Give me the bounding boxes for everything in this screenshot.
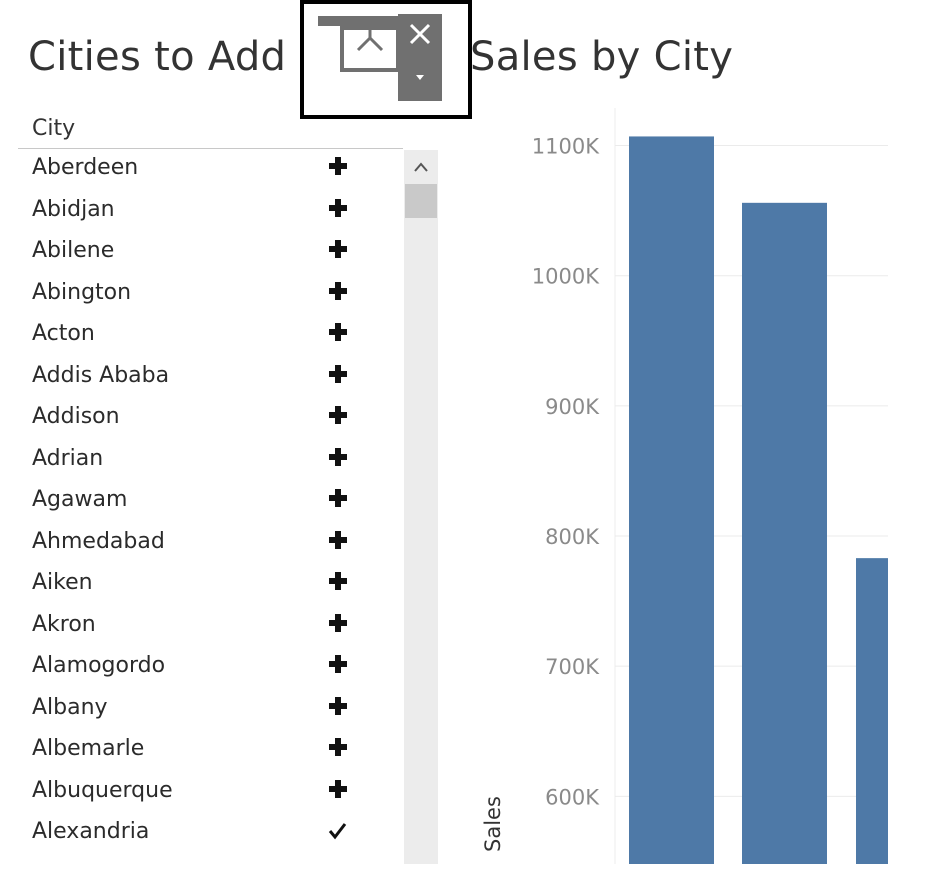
city-name: Aberdeen <box>32 155 139 180</box>
add-city-button[interactable] <box>327 321 349 343</box>
scroll-up-button[interactable] <box>404 150 438 184</box>
city-row[interactable]: Addison <box>0 398 400 439</box>
city-row[interactable]: Agawam <box>0 481 400 522</box>
y-tick-label: 600K <box>545 785 600 809</box>
city-name: Abidjan <box>32 196 115 222</box>
caret-down-icon <box>416 75 424 80</box>
sheet-overlay-controls <box>300 0 472 119</box>
city-name: Akron <box>32 611 96 637</box>
city-name: Addison <box>32 404 120 429</box>
add-city-button[interactable] <box>327 695 349 717</box>
y-tick-label: 800K <box>545 525 600 549</box>
city-name: Abilene <box>32 238 115 263</box>
city-name: Alexandria <box>32 819 150 844</box>
city-row[interactable]: Albany <box>0 689 400 730</box>
city-name: Addis Ababa <box>32 362 170 388</box>
plus-icon <box>329 157 347 175</box>
add-city-button[interactable] <box>327 197 349 219</box>
add-city-button[interactable] <box>327 280 349 302</box>
city-row[interactable]: Ahmedabad <box>0 523 400 564</box>
plus-icon <box>329 738 347 756</box>
chevron-up-icon <box>414 162 428 172</box>
y-tick-label: 1100K <box>532 135 600 159</box>
city-name: Adrian <box>32 445 104 471</box>
plus-icon <box>329 364 347 383</box>
sales-bar[interactable] <box>856 558 888 864</box>
city-row[interactable]: Aberdeen <box>0 149 400 190</box>
add-city-button[interactable] <box>327 778 349 800</box>
plus-icon <box>329 613 347 632</box>
plus-icon <box>329 198 347 217</box>
sales-bar[interactable] <box>629 136 714 864</box>
city-row[interactable]: Albuquerque <box>0 772 400 813</box>
city-name: Albany <box>32 694 108 720</box>
city-name: Ahmedabad <box>32 528 165 554</box>
city-name: Albemarle <box>32 736 145 761</box>
add-city-button[interactable] <box>327 238 349 260</box>
plus-icon <box>329 323 347 341</box>
close-button[interactable] <box>400 16 440 56</box>
y-tick-label: 700K <box>545 655 600 679</box>
add-city-button[interactable] <box>327 363 349 385</box>
sales-bar[interactable] <box>742 202 827 865</box>
plus-icon <box>329 779 347 798</box>
plus-icon <box>329 447 347 466</box>
city-list: Aberdeen Abidjan Abilene Abington Acton Addis… <box>0 149 400 880</box>
city-row[interactable]: Abidjan <box>0 191 400 232</box>
add-city-button[interactable] <box>327 404 349 426</box>
plus-icon <box>329 572 347 590</box>
city-row[interactable]: Acton <box>0 315 400 356</box>
list-scrollbar[interactable] <box>404 150 438 864</box>
city-name: Alamogordo <box>32 653 166 678</box>
city-name: Agawam <box>32 487 128 512</box>
city-row[interactable]: Adrian <box>0 440 400 481</box>
city-name: Albuquerque <box>32 777 173 803</box>
city-row[interactable]: Alamogordo <box>0 647 400 688</box>
add-city-button[interactable] <box>327 612 349 634</box>
scroll-thumb[interactable] <box>405 184 437 218</box>
city-row[interactable]: Akron <box>0 606 400 647</box>
plus-icon <box>329 696 347 715</box>
sales-by-city-title: Sales by City <box>470 34 734 80</box>
city-row[interactable]: Alexandria <box>0 813 400 854</box>
header-divider <box>18 148 403 149</box>
add-city-button[interactable] <box>327 529 349 551</box>
city-added-toggle[interactable] <box>327 819 349 841</box>
city-row[interactable]: Abington <box>0 274 400 315</box>
city-column-header[interactable]: City <box>32 116 76 141</box>
plus-icon <box>329 406 347 424</box>
add-city-button[interactable] <box>327 155 349 177</box>
sales-chart: 600K 700K 800K 900K 1000K 1100K Sales <box>470 100 944 880</box>
plus-icon <box>329 655 347 673</box>
sales-bar-chart-svg: 600K 700K 800K 900K 1000K 1100K Sales <box>481 108 888 865</box>
plus-icon <box>329 489 347 507</box>
city-row[interactable]: Aiken <box>0 564 400 605</box>
city-row[interactable]: Addis Ababa <box>0 357 400 398</box>
close-icon <box>409 23 431 45</box>
add-city-button[interactable] <box>327 487 349 509</box>
city-name: Abington <box>32 279 132 305</box>
plus-icon <box>329 240 347 258</box>
city-row[interactable]: Abilene <box>0 232 400 273</box>
add-city-button[interactable] <box>327 446 349 468</box>
city-name: Acton <box>32 321 95 346</box>
overlay-menu-panel <box>398 14 442 101</box>
city-name: Aiken <box>32 570 93 595</box>
cities-to-add-title: Cities to Add <box>28 34 287 80</box>
presentation-icon <box>318 16 402 72</box>
y-tick-label: 1000K <box>532 265 600 289</box>
plus-icon <box>329 281 347 300</box>
more-options-dropdown[interactable] <box>408 66 432 90</box>
y-axis-label: Sales <box>481 796 505 852</box>
plus-icon <box>329 530 347 549</box>
y-tick-label: 900K <box>545 395 600 419</box>
add-city-button[interactable] <box>327 736 349 758</box>
add-city-button[interactable] <box>327 570 349 592</box>
city-row[interactable]: Albemarle <box>0 730 400 771</box>
check-icon <box>328 823 347 840</box>
add-city-button[interactable] <box>327 653 349 675</box>
